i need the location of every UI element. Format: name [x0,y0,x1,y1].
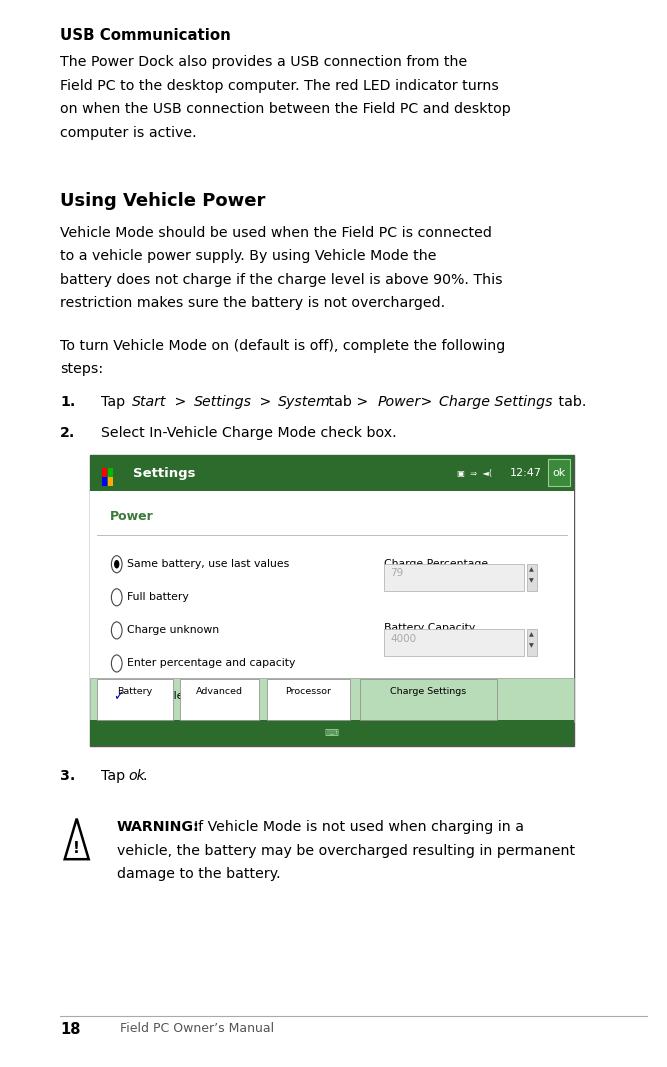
Text: Field PC to the desktop computer. The red LED indicator turns: Field PC to the desktop computer. The re… [60,79,499,93]
FancyBboxPatch shape [112,689,125,711]
FancyBboxPatch shape [90,720,574,746]
Text: USB Communication: USB Communication [60,28,231,43]
Text: Vehicle Mode should be used when the Field PC is connected: Vehicle Mode should be used when the Fie… [60,226,492,240]
Text: Battery: Battery [117,687,153,697]
Text: Processor: Processor [285,687,331,697]
Text: Settings: Settings [193,396,251,410]
Text: .: . [143,769,147,783]
Text: Settings: Settings [133,466,196,479]
FancyBboxPatch shape [108,468,113,477]
Text: The Power Dock also provides a USB connection from the: The Power Dock also provides a USB conne… [60,55,468,69]
Text: ok: ok [553,468,566,478]
FancyBboxPatch shape [90,456,574,746]
FancyBboxPatch shape [180,680,259,720]
FancyBboxPatch shape [102,468,107,477]
Text: Field PC Owner’s Manual: Field PC Owner’s Manual [120,1022,274,1035]
Text: Battery Capacity: Battery Capacity [384,623,475,633]
FancyBboxPatch shape [384,564,524,591]
Text: 4000: 4000 [390,634,416,643]
Text: To turn Vehicle Mode on (default is off), complete the following: To turn Vehicle Mode on (default is off)… [60,339,506,353]
Text: Charge Settings: Charge Settings [390,687,467,697]
FancyBboxPatch shape [527,564,537,591]
Text: 1.: 1. [60,396,75,410]
Text: Advanced: Advanced [196,687,243,697]
Text: ▲: ▲ [529,568,534,572]
Text: 2.: 2. [60,426,75,440]
Text: 18: 18 [60,1022,81,1037]
Text: vehicle, the battery may be overcharged resulting in permanent: vehicle, the battery may be overcharged … [117,844,575,858]
Text: Enter percentage and capacity: Enter percentage and capacity [127,658,295,668]
Text: computer is active.: computer is active. [60,126,197,140]
Text: ✓: ✓ [113,690,123,703]
Text: WARNING:: WARNING: [117,821,199,834]
Text: 12:47: 12:47 [510,468,542,478]
Polygon shape [65,818,89,859]
FancyBboxPatch shape [360,680,497,720]
Circle shape [114,560,119,569]
FancyBboxPatch shape [108,477,113,485]
Text: ▼: ▼ [529,578,534,584]
Text: In-Vehicle Charge Mode: In-Vehicle Charge Mode [131,691,260,701]
FancyBboxPatch shape [384,630,524,656]
Text: 79: 79 [390,569,404,578]
Text: Charge Settings: Charge Settings [439,396,552,410]
Text: >: > [416,396,437,410]
Text: Same battery, use last values: Same battery, use last values [127,559,289,569]
FancyBboxPatch shape [90,679,574,722]
Text: Select In-Vehicle Charge Mode check box.: Select In-Vehicle Charge Mode check box. [101,426,397,440]
Text: ▲: ▲ [529,633,534,637]
Text: Charge unknown: Charge unknown [127,625,219,635]
FancyBboxPatch shape [102,477,107,485]
Text: battery does not charge if the charge level is above 90%. This: battery does not charge if the charge le… [60,273,503,287]
Text: steps:: steps: [60,363,103,377]
Text: restriction makes sure the battery is not overcharged.: restriction makes sure the battery is no… [60,297,445,310]
Text: ▼: ▼ [529,643,534,649]
Text: Power: Power [378,396,421,410]
Text: Tap: Tap [101,769,130,783]
FancyBboxPatch shape [127,687,269,712]
Text: If Vehicle Mode is not used when charging in a: If Vehicle Mode is not used when chargin… [185,821,524,834]
Text: System: System [277,396,331,410]
Text: >: > [171,396,191,410]
Text: tab.: tab. [554,396,586,410]
Text: tab >: tab > [324,396,372,410]
Text: ok: ok [129,769,145,783]
Text: Full battery: Full battery [127,592,189,602]
Text: damage to the battery.: damage to the battery. [117,867,280,881]
FancyBboxPatch shape [267,680,350,720]
Text: on when the USB connection between the Field PC and desktop: on when the USB connection between the F… [60,102,511,116]
Text: !: ! [73,841,80,856]
FancyBboxPatch shape [90,456,574,491]
Text: to a vehicle power supply. By using Vehicle Mode the: to a vehicle power supply. By using Vehi… [60,250,436,264]
FancyBboxPatch shape [548,459,570,487]
Text: >: > [255,396,275,410]
FancyBboxPatch shape [97,680,173,720]
Text: Charge Percentage: Charge Percentage [384,559,488,569]
Text: ⌨: ⌨ [325,728,339,737]
Text: Tap: Tap [101,396,130,410]
Text: ▣  ⇒  ◄(: ▣ ⇒ ◄( [457,468,492,478]
Text: 3.: 3. [60,769,75,783]
FancyBboxPatch shape [90,491,574,722]
Text: Power: Power [110,510,154,523]
Text: Using Vehicle Power: Using Vehicle Power [60,192,265,209]
Text: Start: Start [132,396,167,410]
FancyBboxPatch shape [527,630,537,656]
